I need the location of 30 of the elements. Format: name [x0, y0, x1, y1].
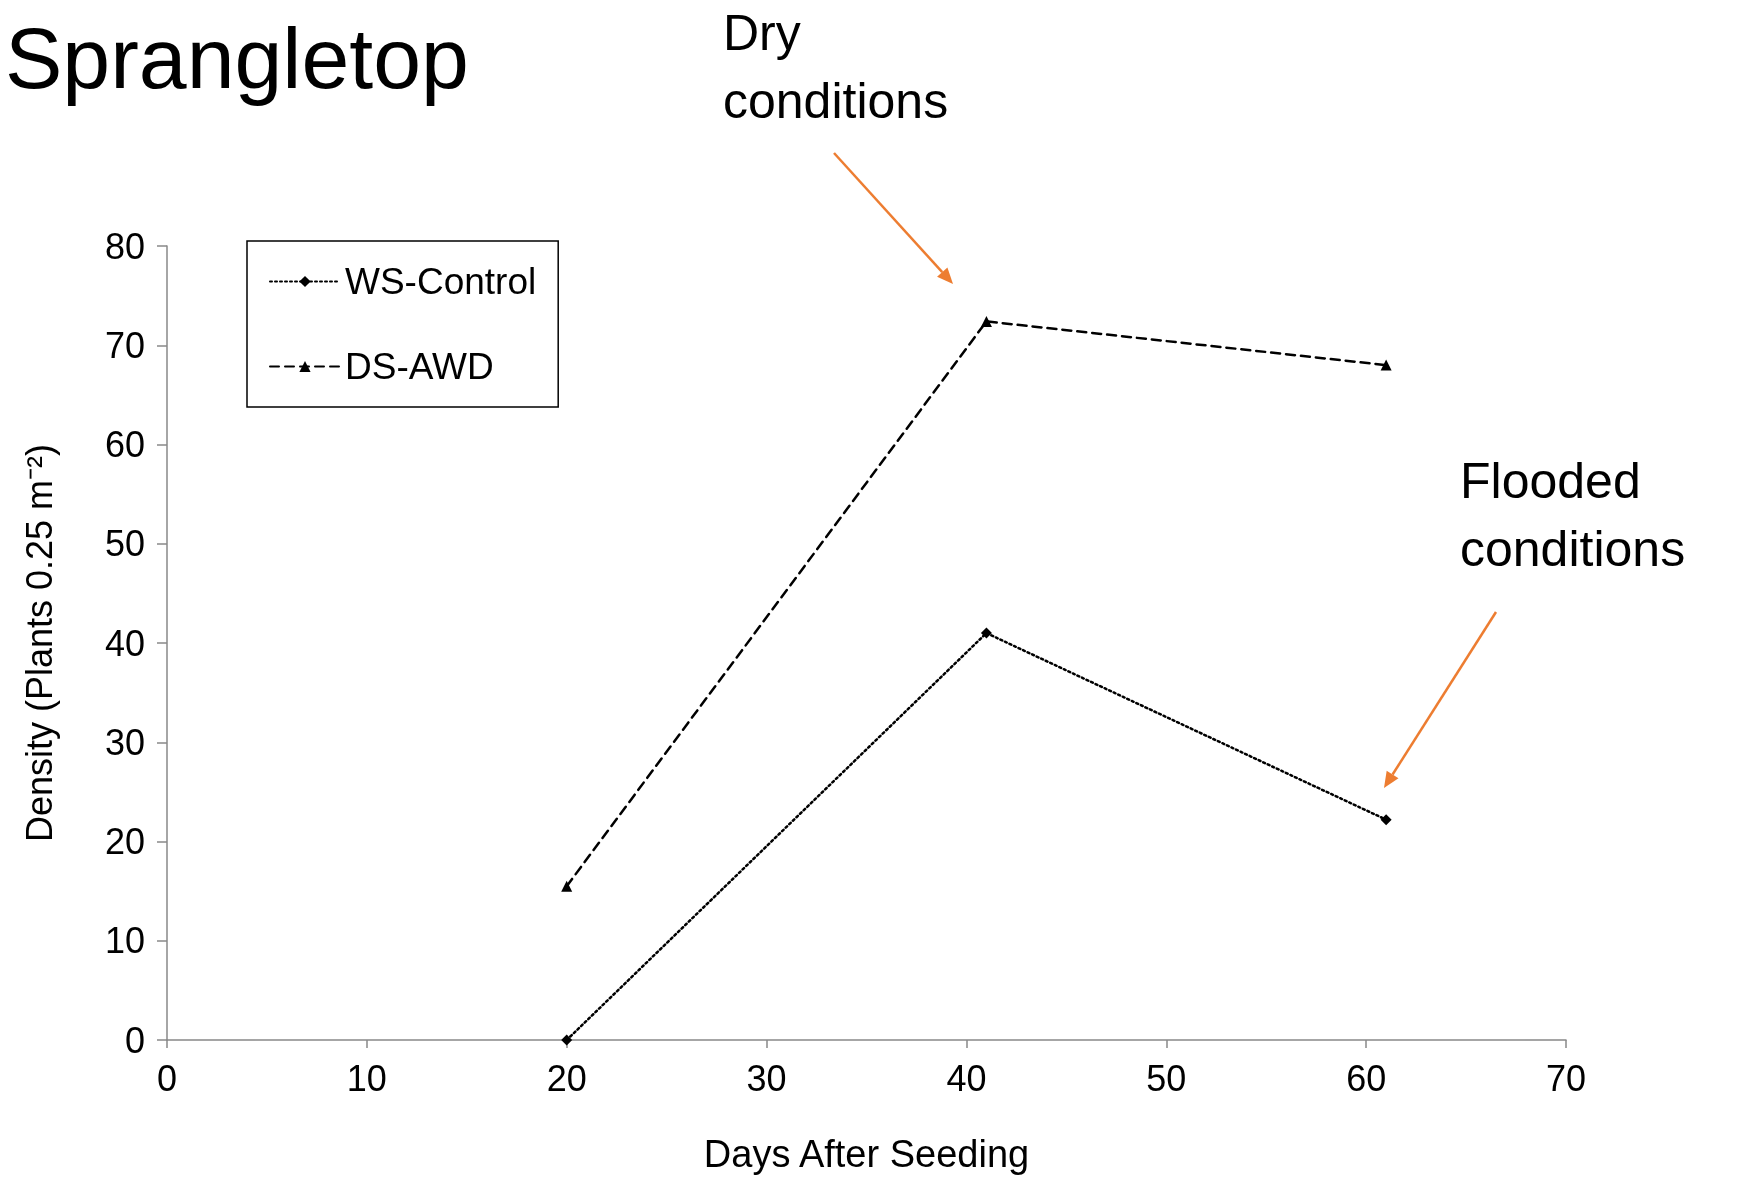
x-tick-label: 20: [546, 1057, 587, 1099]
x-tick-label: 50: [1146, 1057, 1187, 1099]
point: [561, 880, 573, 892]
y-tick-label: 30: [104, 721, 145, 763]
x-tick-label: 0: [156, 1057, 178, 1099]
point: [561, 1034, 573, 1046]
y-tick-label: 80: [104, 225, 145, 267]
chart-title: Sprangletop: [5, 10, 469, 106]
y-tick-label: 70: [104, 324, 145, 366]
text: Dry conditions: [723, 4, 949, 131]
y-axis-title: Density (Plants 0.25 m⁻²): [18, 443, 60, 843]
point: [1380, 814, 1392, 826]
point: [980, 627, 992, 639]
annotation: Flooded conditions: [1460, 452, 1686, 579]
y-tick-label: 40: [104, 622, 145, 664]
y-tick-label: 60: [104, 424, 145, 465]
x-tick-label: 70: [1545, 1057, 1587, 1099]
point: [980, 315, 992, 327]
x-axis-title: Days After Seeding: [703, 1133, 1030, 1175]
x-tick-label: 10: [346, 1057, 387, 1099]
point: [1380, 359, 1392, 371]
legend-label: DS-AWD: [345, 346, 494, 387]
y-tick-label: 50: [104, 523, 145, 565]
x-tick-label: 40: [946, 1057, 987, 1099]
legend-label: WS-Control: [345, 261, 537, 302]
y-tick-label: 10: [104, 920, 145, 962]
x-tick-label: 30: [746, 1057, 787, 1099]
x-tick-label: 60: [1346, 1057, 1387, 1099]
y-tick-label: 0: [124, 1019, 145, 1061]
y-tick-label: 20: [104, 821, 145, 862]
